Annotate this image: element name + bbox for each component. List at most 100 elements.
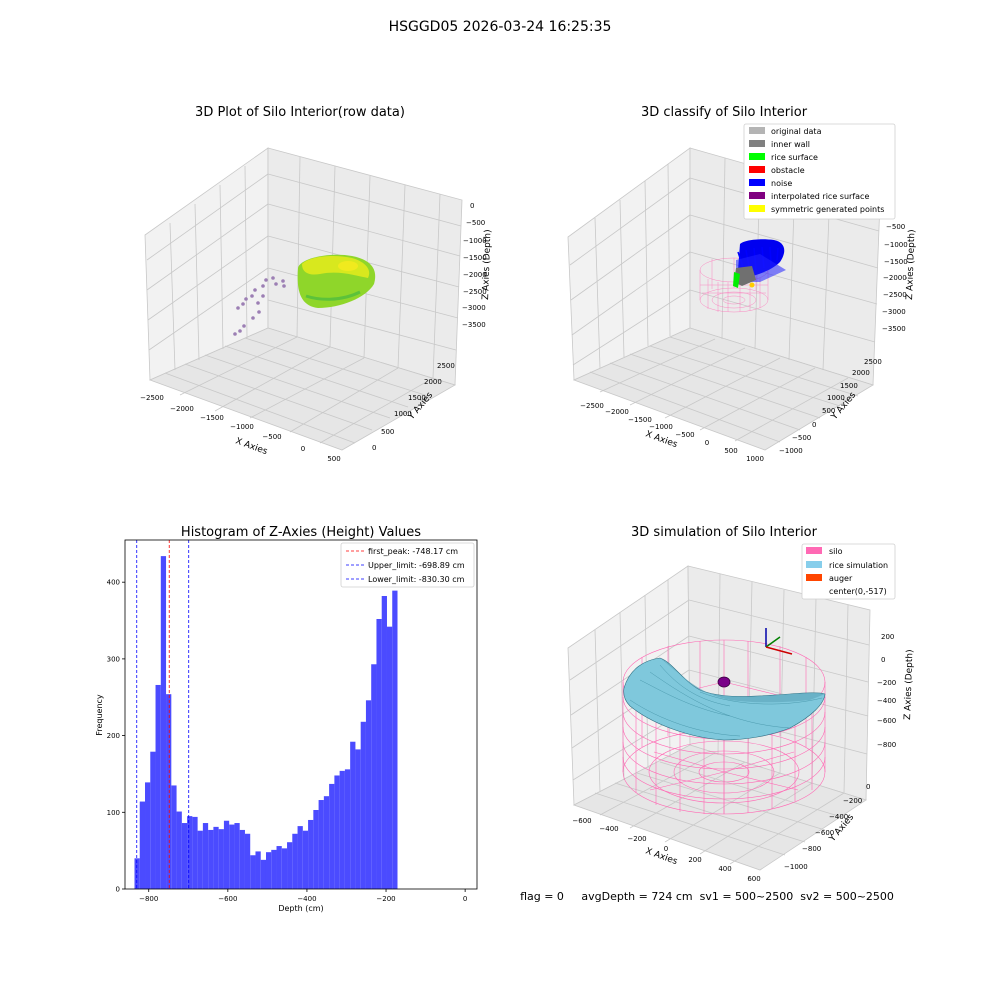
panel4-ztick: −200 <box>877 679 896 687</box>
panel2-ztick: −1500 <box>884 258 908 266</box>
hist-ylabel: Frequency <box>95 694 104 736</box>
hist-bar <box>134 858 140 889</box>
hist-bar <box>308 819 314 889</box>
panel2-ytick: −1000 <box>779 447 803 455</box>
panel1-tick-labels: −2500 −2000 −1500 −1000 −500 0 500 0 500… <box>140 202 487 463</box>
hist-bar <box>208 829 214 889</box>
hist-bar <box>339 770 345 889</box>
panel2-ytick: −500 <box>792 434 811 442</box>
panel1-floor-pane <box>148 327 456 451</box>
hist-bar <box>271 849 277 889</box>
panel4-xtick: −600 <box>572 817 591 825</box>
hist-legend-box <box>340 542 475 588</box>
panel2-floor-pane <box>572 327 874 451</box>
panel4-xtick: −400 <box>599 825 618 833</box>
panel1-ztick: −2000 <box>463 271 487 279</box>
panel1-ztick: −1000 <box>463 237 487 245</box>
hist-xtick-label: −200 <box>376 895 395 903</box>
hist-bar <box>381 595 387 889</box>
panel2-ztick: −1000 <box>884 241 908 249</box>
hist-bar <box>376 619 382 889</box>
panel4-ztick: −400 <box>877 697 896 705</box>
hist-bar <box>229 824 235 889</box>
panel4-xtick: −200 <box>627 835 646 843</box>
hist-frame <box>124 539 478 890</box>
legend-swatch-interpolated <box>749 192 765 199</box>
hist-bar <box>281 848 288 889</box>
panel1-xtick: −2500 <box>140 394 164 402</box>
hist-bar <box>313 809 319 889</box>
panel4-ztick: −600 <box>877 717 896 725</box>
panel4-legend: silo rice simulation auger center(0,-517… <box>801 543 896 600</box>
hist-bar <box>371 664 377 889</box>
panel4-xlabel: X Axies <box>644 846 679 867</box>
panel2-xlabel: X Axies <box>644 429 679 450</box>
panel1-ztick: 0 <box>470 202 474 210</box>
hist-title: Histogram of Z-Axies (Height) Values <box>181 525 421 540</box>
legend-label-rice-surface: rice surface <box>771 153 818 162</box>
panel2-xtick: −2500 <box>580 402 604 410</box>
panel2-zlabel: Z Axies (Depth) <box>905 229 917 300</box>
panel-histogram: Histogram of Z-Axies (Height) Values −80… <box>95 525 478 913</box>
panel4-ytick: −200 <box>843 797 862 805</box>
hist-yticks: 0 100 200 300 400 <box>107 579 125 894</box>
panel2-ytick: 1000 <box>827 394 845 402</box>
panel1-xtick: 0 <box>301 445 305 453</box>
panel4-title: 3D simulation of Silo Interior <box>631 525 818 540</box>
hist-bar <box>181 823 188 889</box>
hist-xtick-label: 0 <box>463 895 467 903</box>
panel4-ytick: −600 <box>815 829 834 837</box>
panel2-ytick: 0 <box>812 421 816 429</box>
panel2-ztick: −3000 <box>882 308 906 316</box>
hist-legend-lower-limit: Lower_limit: -830.30 cm <box>368 575 465 584</box>
panel2-title: 3D classify of Silo Interior <box>641 105 808 120</box>
hist-bar <box>265 852 272 889</box>
hist-xlabel: Depth (cm) <box>278 904 323 913</box>
panel-simulation: 3D simulation of Silo Interior −600 −400… <box>520 525 915 903</box>
panel1-ztick: −3500 <box>462 321 486 329</box>
panel4-ztick: −800 <box>877 741 896 749</box>
panel2-ztick: −2000 <box>883 274 907 282</box>
panel1-xtick: 500 <box>327 455 340 463</box>
panel1-ytick: 1500 <box>408 394 426 402</box>
hist-bar <box>255 851 261 889</box>
panel2-tick-labels: −2500 −2000 −1500 −1000 −500 0 500 1000 … <box>580 206 908 463</box>
hist-ytick-label: 100 <box>107 809 120 817</box>
legend-label-rice-simulation: rice simulation <box>829 561 888 570</box>
panel2-legend: original data inner wall rice surface ob… <box>743 123 896 220</box>
panel1-ytick: 500 <box>381 428 394 436</box>
panel4-legend-box <box>801 543 896 600</box>
hist-bar <box>160 556 167 889</box>
panel4-xtick: 400 <box>718 865 731 873</box>
hist-ytick-label: 0 <box>116 886 120 894</box>
legend-label-original-data: original data <box>771 127 822 136</box>
hist-bar <box>260 859 266 889</box>
hist-bar <box>292 833 298 889</box>
panel4-ytick: −800 <box>802 845 821 853</box>
hist-bar <box>329 783 335 889</box>
hist-bar <box>166 694 172 889</box>
hist-bar <box>276 846 282 889</box>
hist-legend-upper-limit: Upper_limit: -698.89 cm <box>368 561 465 570</box>
panel4-xtick: 0 <box>664 845 668 853</box>
figure-suptitle: HSGGD05 2026-03-24 16:25:35 <box>389 19 612 35</box>
panel-classify: 3D classify of Silo Interior −2500 −2000… <box>567 105 917 463</box>
hist-bars <box>134 556 398 889</box>
panel1-scatter-wall <box>233 276 286 336</box>
hist-bar <box>244 833 251 889</box>
panel1-xtick: −2000 <box>170 405 194 413</box>
status-readout: flag = 0 avgDepth = 724 cm sv1 = 500~250… <box>520 890 894 903</box>
panel1-title: 3D Plot of Silo Interior(row data) <box>195 105 405 120</box>
hist-bar <box>155 684 161 889</box>
panel1-ytick: 1000 <box>394 410 412 418</box>
hist-bar <box>350 741 356 889</box>
legend-swatch-symmetric <box>749 205 765 212</box>
hist-bar <box>334 775 340 889</box>
panel2-ytick: 1500 <box>840 382 858 390</box>
hist-bar <box>297 826 303 889</box>
hist-bar <box>187 816 193 889</box>
panel1-ytick: 2000 <box>424 378 442 386</box>
panel1-ztick: −1500 <box>463 254 487 262</box>
panel2-legend-box <box>743 123 896 220</box>
